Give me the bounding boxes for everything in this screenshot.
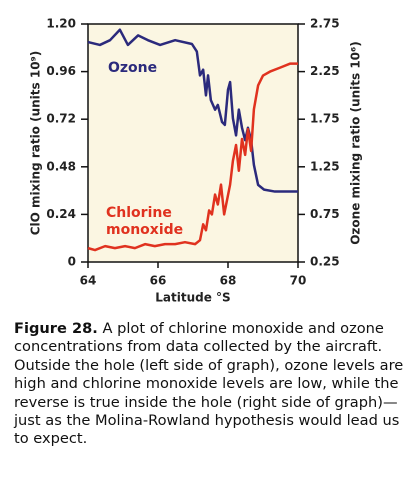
y-tick-label: 1.20 bbox=[46, 17, 76, 31]
series-line bbox=[87, 62, 298, 252]
y-tick-label: 0.24 bbox=[46, 207, 76, 221]
y-tick-label: 0.96 bbox=[46, 64, 76, 78]
y2-tick-label: 1.25 bbox=[310, 159, 340, 173]
clo-label: Chlorine monoxide bbox=[106, 205, 184, 238]
ozone-label: Ozone bbox=[108, 60, 158, 76]
y-tick-label: 0.72 bbox=[46, 112, 76, 126]
y2-axis-title: Ozone mixing ratio (units 10⁶) bbox=[349, 41, 363, 245]
y-tick-label: 0.48 bbox=[46, 159, 76, 173]
x-tick-label: 66 bbox=[150, 274, 167, 288]
y2-tick-label: 0.25 bbox=[310, 255, 340, 269]
x-tick-label: 70 bbox=[290, 274, 307, 288]
y-tick-label: 0 bbox=[68, 255, 76, 269]
caption: Figure 28. A plot of chlorine monoxide a… bbox=[14, 320, 406, 449]
chart: Latitude °S ClO mixing ratio (units 10⁹)… bbox=[29, 17, 363, 305]
y2-tick-label: 2.25 bbox=[310, 64, 340, 78]
y2-tick-label: 0.75 bbox=[310, 207, 340, 221]
y-axis-title: ClO mixing ratio (units 10⁹) bbox=[29, 51, 43, 236]
y2-tick-label: 2.75 bbox=[310, 17, 340, 31]
caption-text: A plot of chlorine monoxide and ozone co… bbox=[14, 320, 404, 448]
x-tick-label: 68 bbox=[220, 274, 237, 288]
x-tick-label: 64 bbox=[80, 274, 97, 288]
plot-area bbox=[87, 23, 299, 263]
y2-tick-label: 1.75 bbox=[310, 112, 340, 126]
caption-label: Figure 28. bbox=[14, 320, 98, 337]
x-axis-title: Latitude °S bbox=[155, 291, 230, 305]
